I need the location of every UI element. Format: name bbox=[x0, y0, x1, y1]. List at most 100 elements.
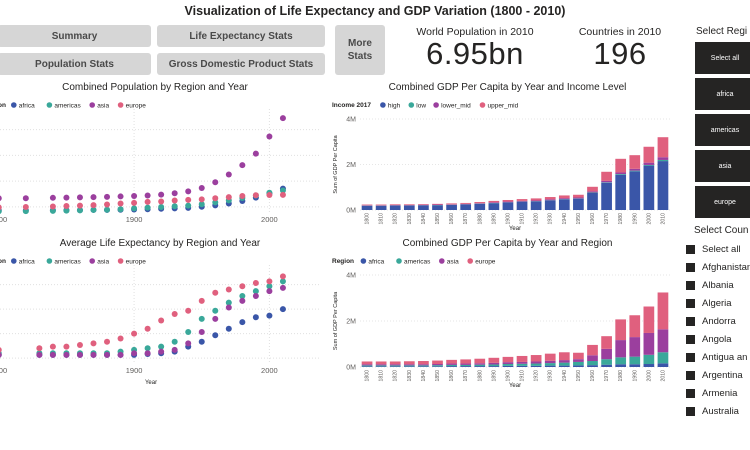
data-point-asia bbox=[158, 191, 165, 198]
legend-label-americas: americas bbox=[54, 103, 81, 110]
x-tick-label: 1880 bbox=[477, 213, 483, 225]
life-expectancy-scatter-chart[interactable]: on africa americas asia europe 1800 1900 2000 Ye… bbox=[0, 251, 320, 396]
bar-segment-europe bbox=[389, 361, 401, 365]
country-item[interactable]: Albania bbox=[686, 276, 750, 294]
bar-segment-africa bbox=[418, 366, 429, 367]
bar-segment-africa bbox=[615, 364, 627, 367]
legend-marker-europe bbox=[467, 258, 473, 264]
data-point-europe bbox=[131, 199, 138, 206]
bar-segment-americas bbox=[530, 363, 542, 366]
x-tick-label: 1860 bbox=[449, 370, 455, 382]
life-expectancy-stats-button[interactable]: Life Expectancy Stats bbox=[157, 25, 325, 47]
data-point-americas bbox=[144, 204, 151, 211]
data-point-europe bbox=[131, 330, 138, 337]
x-tick-label: 1960 bbox=[590, 213, 596, 225]
legend-marker-europe bbox=[117, 102, 124, 108]
checkbox-icon[interactable] bbox=[686, 370, 695, 380]
bar-segment-high bbox=[601, 182, 612, 210]
data-point-europe bbox=[90, 202, 97, 209]
data-point-europe bbox=[239, 283, 246, 290]
population-kpi-value: 6.95bn bbox=[426, 36, 524, 71]
checkbox-icon[interactable] bbox=[686, 244, 695, 254]
region-tile-africa[interactable]: africa bbox=[695, 78, 750, 110]
bar-segment-asia bbox=[615, 340, 627, 358]
bar-segment-europe bbox=[615, 319, 627, 341]
population-scatter-chart[interactable]: on africa americas asia europe 1800 1900 2000 bbox=[0, 95, 320, 230]
bar-segment-europe bbox=[375, 361, 387, 365]
summary-button[interactable]: Summary bbox=[0, 25, 151, 47]
checkbox-icon[interactable] bbox=[686, 280, 695, 290]
data-point-americas bbox=[239, 293, 246, 300]
bar-segment-asia bbox=[629, 337, 641, 357]
gdp-income-bar-chart[interactable]: Income 2017 high low lower_mid upper_mid 0M 2M… bbox=[328, 95, 678, 235]
data-point-europe bbox=[158, 317, 165, 324]
checkbox-icon[interactable] bbox=[686, 316, 695, 326]
x-tick-label: 1840 bbox=[421, 370, 427, 382]
bar-segment-asia bbox=[446, 363, 457, 365]
bar-segment-high bbox=[573, 198, 584, 210]
country-item[interactable]: Antigua an bbox=[686, 348, 750, 366]
data-point-europe bbox=[104, 201, 111, 208]
data-point-americas bbox=[279, 278, 286, 285]
checkbox-icon[interactable] bbox=[686, 298, 695, 308]
x-tick-label: 1940 bbox=[562, 213, 568, 225]
country-item[interactable]: Andorra bbox=[686, 312, 750, 330]
checkbox-icon[interactable] bbox=[686, 388, 695, 398]
data-point-europe bbox=[158, 198, 165, 205]
country-item-select-all[interactable]: Select all bbox=[686, 240, 750, 258]
legend-marker-africa bbox=[11, 102, 17, 108]
gdp-region-bar-chart[interactable]: Region africa americas asia europe 0M 2M 4M Sum … bbox=[328, 251, 678, 396]
x-tick-label: 2010 bbox=[660, 370, 666, 382]
region-tile-europe[interactable]: europe bbox=[695, 186, 750, 218]
data-point-asia bbox=[104, 351, 111, 358]
checkbox-icon[interactable] bbox=[686, 334, 695, 344]
region-tile-asia[interactable]: asia bbox=[695, 150, 750, 182]
country-item[interactable]: Armenia bbox=[686, 384, 750, 402]
more-stats-button[interactable]: More Stats bbox=[335, 25, 385, 75]
bar-segment-upper_mid bbox=[418, 204, 429, 205]
bar-segment-high bbox=[530, 201, 542, 210]
gdp-stats-button[interactable]: Gross Domestic Product Stats bbox=[157, 53, 325, 75]
bar-segment-upper_mid bbox=[629, 155, 641, 169]
bar-segment-americas bbox=[502, 364, 514, 366]
bar-segment-upper_mid bbox=[601, 171, 612, 181]
checkbox-icon[interactable] bbox=[686, 352, 695, 362]
bar-segment-lower_mid bbox=[629, 168, 641, 171]
data-point-africa bbox=[252, 314, 259, 321]
data-point-asia bbox=[212, 179, 219, 186]
bar-segment-high bbox=[587, 192, 598, 210]
country-item[interactable]: Australia bbox=[686, 402, 750, 420]
data-point-asia bbox=[131, 192, 138, 199]
x-tick-label: 1900 bbox=[505, 370, 511, 382]
countries-kpi-value: 196 bbox=[593, 36, 647, 71]
x-tick-label: 1870 bbox=[463, 213, 469, 225]
bar-segment-americas bbox=[432, 365, 443, 367]
x-tick-label: 1900 bbox=[505, 213, 511, 225]
region-tile-select-all[interactable]: Select all bbox=[695, 42, 750, 74]
population-stats-button[interactable]: Population Stats bbox=[0, 53, 151, 75]
data-point-americas bbox=[171, 338, 178, 345]
bar-segment-low bbox=[629, 170, 641, 172]
x-tick-label: 1880 bbox=[477, 370, 483, 382]
data-point-asia bbox=[0, 195, 2, 202]
region-tile-americas[interactable]: americas bbox=[695, 114, 750, 146]
bar-segment-americas bbox=[558, 362, 570, 366]
bar-segment-asia bbox=[474, 363, 486, 365]
legend-marker-africa bbox=[11, 258, 17, 264]
checkbox-icon[interactable] bbox=[686, 262, 695, 272]
data-point-asia bbox=[49, 351, 56, 358]
data-point-europe bbox=[225, 286, 232, 293]
legend-title: on bbox=[0, 258, 6, 265]
country-item[interactable]: Algeria bbox=[686, 294, 750, 312]
data-point-americas bbox=[158, 343, 165, 350]
x-tick-label: 1810 bbox=[379, 370, 385, 382]
country-list: Select all Afghanistan Albania Algeria A… bbox=[686, 240, 750, 420]
checkbox-icon[interactable] bbox=[686, 406, 695, 416]
country-item[interactable]: Argentina bbox=[686, 366, 750, 384]
bar-segment-upper_mid bbox=[558, 195, 570, 199]
legend-label-americas: americas bbox=[54, 259, 81, 266]
country-item[interactable]: Afghanistan bbox=[686, 258, 750, 276]
x-tick-label: 1800 bbox=[365, 370, 371, 382]
country-item[interactable]: Angola bbox=[686, 330, 750, 348]
bar-segment-asia bbox=[403, 364, 415, 366]
